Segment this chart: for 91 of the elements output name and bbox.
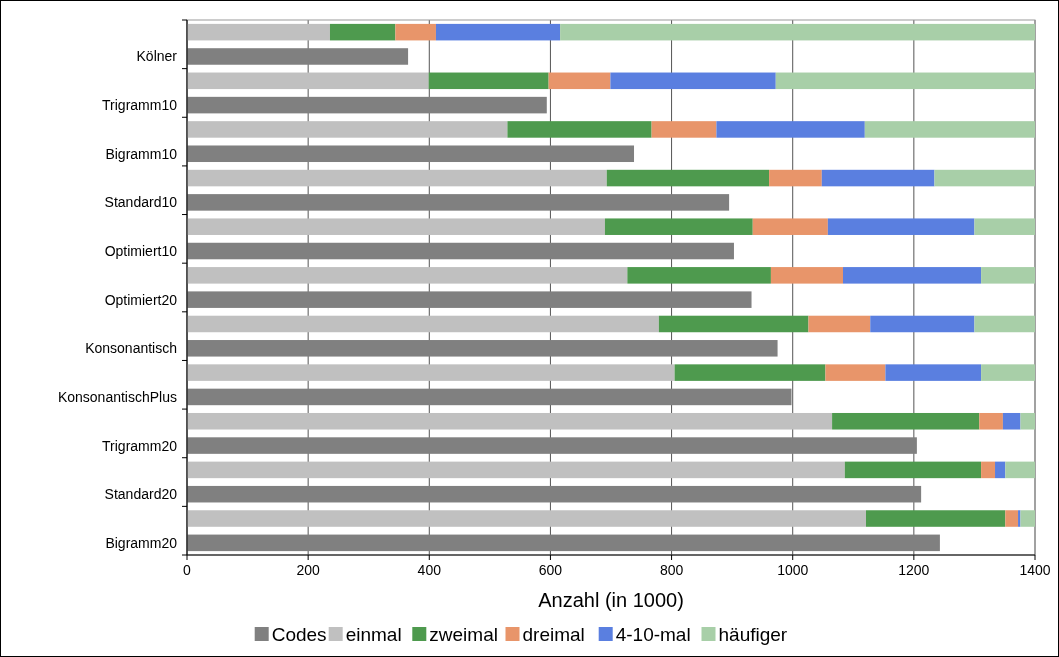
bar: [866, 510, 1006, 527]
x-tick-label: 200: [296, 562, 321, 578]
bar: [187, 291, 752, 308]
bar: [981, 461, 996, 479]
bar: [769, 169, 822, 187]
legend-label: 4-10-mal: [615, 624, 691, 645]
x-tick-label: 1000: [777, 562, 809, 578]
x-tick-label: 1200: [898, 562, 930, 578]
y-tick-label: KonsonantischPlus: [57, 388, 177, 405]
bar: [974, 218, 1035, 235]
bar: [187, 340, 778, 357]
y-tick-label: Trigramm20: [102, 437, 178, 454]
bar: [825, 364, 886, 381]
x-axis-title: Anzahl (in 1000): [538, 589, 684, 611]
y-tick-label: Optimiert20: [104, 291, 178, 308]
bar: [187, 534, 940, 552]
bar: [1005, 510, 1019, 527]
bar: [1020, 412, 1035, 430]
bar: [770, 267, 843, 284]
bar: [832, 412, 980, 430]
bar: [885, 364, 982, 381]
bar: [658, 315, 809, 333]
bar: [187, 412, 833, 430]
bar: [187, 388, 792, 406]
x-tick-label: 400: [417, 562, 442, 578]
bar: [844, 461, 982, 479]
bar: [435, 23, 561, 41]
x-tick-label: 0: [183, 562, 192, 578]
y-tick-label: Standard20: [104, 486, 178, 503]
bar: [674, 364, 826, 381]
bar: [187, 242, 734, 260]
y-tick-label: Bigramm20: [105, 534, 178, 551]
bar: [187, 437, 917, 454]
bar: [716, 121, 865, 138]
legend-label: zweimal: [429, 624, 498, 645]
bar: [187, 96, 547, 114]
bar: [995, 461, 1006, 479]
legend-label: Codes: [271, 624, 327, 645]
bar: [187, 364, 675, 381]
legend-label: einmal: [345, 624, 402, 645]
x-tick-label: 600: [538, 562, 563, 578]
bar: [507, 121, 652, 138]
bar: [821, 169, 935, 187]
y-tick-label: Bigramm10: [105, 145, 178, 162]
y-tick-label: Trigramm10: [102, 97, 178, 114]
bar: [187, 145, 635, 163]
legend-label: dreimal: [522, 624, 585, 645]
bar: [187, 121, 508, 138]
bar: [979, 412, 1003, 430]
bar: [1005, 461, 1035, 479]
bar: [560, 23, 1035, 41]
y-tick-label: Konsonantisch: [85, 340, 177, 357]
bar: [187, 315, 659, 333]
bar: [981, 267, 1035, 284]
bar: [187, 48, 409, 65]
x-tick-label: 800: [659, 562, 684, 578]
bar: [187, 485, 922, 503]
bar: [187, 23, 330, 41]
bar: [187, 510, 867, 527]
bar: [752, 218, 828, 235]
bar: [627, 267, 771, 284]
bar: [1020, 510, 1035, 527]
bar: [428, 72, 549, 90]
legend-label: häufiger: [718, 624, 788, 645]
bar: [187, 169, 607, 187]
bar: [934, 169, 1035, 187]
y-tick-label: Standard10: [104, 194, 178, 211]
bar: [864, 121, 1035, 138]
bar: [187, 267, 628, 284]
bar: [395, 23, 436, 41]
bar: [329, 23, 396, 41]
bar: [1002, 412, 1021, 430]
bar: [187, 72, 429, 90]
bar: [187, 194, 730, 211]
bar: [981, 364, 1035, 381]
bar: [651, 121, 717, 138]
bar: [187, 218, 605, 235]
bar: [775, 72, 1035, 90]
bar: [842, 267, 982, 284]
y-tick-label: Optimiert10: [104, 243, 178, 260]
bar: [604, 218, 753, 235]
bar: [548, 72, 611, 90]
bar: [610, 72, 776, 90]
bar: [808, 315, 871, 333]
bar: [187, 461, 845, 479]
bar: [827, 218, 975, 235]
y-tick-label: Kölner: [136, 48, 178, 65]
bar: [974, 315, 1035, 333]
bar: [870, 315, 975, 333]
bar: [606, 169, 770, 187]
x-tick-label: 1400: [1019, 562, 1051, 578]
